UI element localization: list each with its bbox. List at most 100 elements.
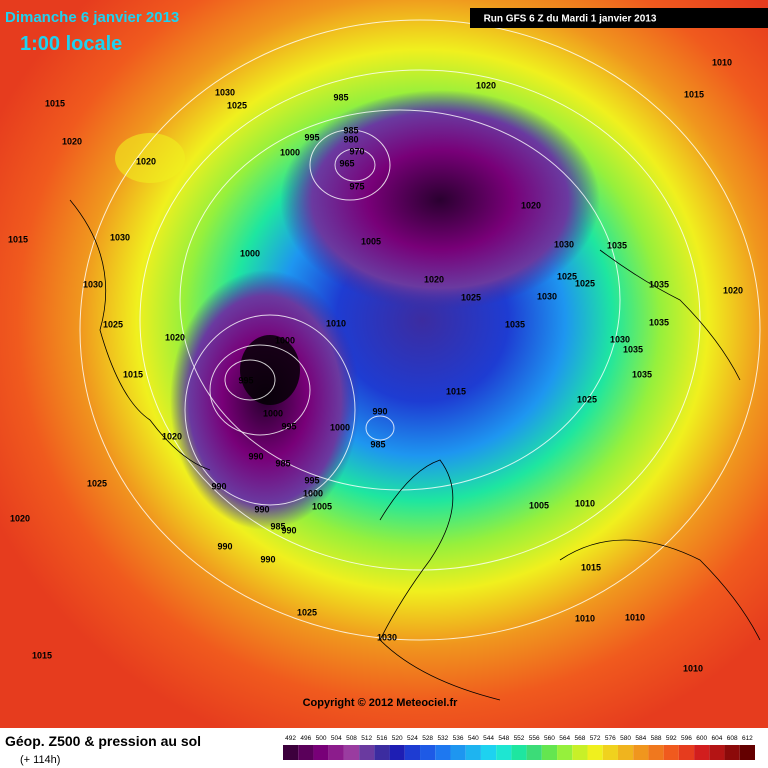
- scale-swatch: [420, 745, 436, 760]
- pressure-label: 970: [349, 146, 364, 156]
- scale-swatch: [465, 745, 481, 760]
- pressure-label: 985: [333, 92, 348, 102]
- pressure-label: 1030: [610, 334, 630, 344]
- pressure-label: 1020: [521, 200, 541, 210]
- low-purple: [280, 90, 600, 310]
- scale-label: 500: [316, 735, 327, 742]
- pressure-label: 1030: [537, 291, 557, 301]
- pressure-label: 980: [343, 134, 358, 144]
- scale-swatch: [511, 745, 527, 760]
- scale-swatch: [557, 745, 573, 760]
- pressure-label: 1000: [275, 335, 295, 345]
- ridge: [115, 133, 185, 183]
- pressure-label: 1015: [32, 650, 52, 660]
- scale-label: 596: [681, 735, 692, 742]
- scale-label: 492: [285, 735, 296, 742]
- pressure-label: 1000: [263, 408, 283, 418]
- pressure-label: 990: [260, 554, 275, 564]
- pressure-label: 1015: [581, 562, 601, 572]
- pressure-label: 995: [304, 475, 319, 485]
- pressure-label: 1020: [476, 80, 496, 90]
- pressure-label: 1020: [136, 156, 156, 166]
- pressure-label: 1025: [103, 319, 123, 329]
- pressure-label: 1035: [649, 279, 669, 289]
- scale-swatch: [298, 745, 314, 760]
- scale-swatch: [435, 745, 451, 760]
- scale-swatch: [343, 745, 360, 760]
- pressure-label: 1025: [461, 292, 481, 302]
- scale-swatch: [480, 745, 497, 760]
- scale-label: 548: [498, 735, 509, 742]
- scale-label: 524: [407, 735, 418, 742]
- copyright: Copyright © 2012 Meteociel.fr: [303, 697, 459, 709]
- pressure-label: 1035: [632, 369, 652, 379]
- coastlines: [69, 199, 761, 701]
- pressure-label: 1015: [446, 386, 466, 396]
- scale-swatch: [404, 745, 421, 760]
- pressure-label: 1000: [330, 422, 350, 432]
- footer-title: Géop. Z500 & pression au sol: [5, 733, 201, 749]
- scale-swatch: [313, 745, 329, 760]
- scale-label: 552: [514, 735, 525, 742]
- pressure-label: 1030: [83, 279, 103, 289]
- pressure-label: 995: [238, 375, 253, 385]
- scale-swatch: [739, 745, 755, 760]
- isobars: [79, 19, 761, 641]
- scale-label: 584: [635, 735, 646, 742]
- pressure-label: 995: [281, 421, 296, 431]
- scale-swatch: [678, 745, 695, 760]
- run: Run GFS 6 Z du Mardi 1 janvier 2013: [484, 14, 657, 25]
- pressure-label: 985: [275, 458, 290, 468]
- scale-label: 528: [422, 735, 433, 742]
- scale-swatch: [496, 745, 512, 760]
- scale-label: 564: [559, 735, 570, 742]
- scale-label: 592: [666, 735, 677, 742]
- pressure-label: 995: [304, 132, 319, 142]
- pressure-label: 1025: [575, 278, 595, 288]
- pressure-label: 1010: [683, 663, 703, 673]
- pressure-label: 1025: [297, 607, 317, 617]
- scale-swatch: [602, 745, 618, 760]
- pressure-label: 1010: [625, 612, 645, 622]
- pressure-label: 1015: [684, 89, 704, 99]
- scale-label: 536: [453, 735, 464, 742]
- pressure-label: 1025: [577, 394, 597, 404]
- pressure-label: 985: [270, 521, 285, 531]
- pressure-label: 985: [343, 125, 358, 135]
- lead-time: (+ 114h): [20, 754, 60, 766]
- pressure-label: 990: [281, 525, 296, 535]
- scale-swatch: [328, 745, 344, 760]
- pressure-label: 975: [349, 181, 364, 191]
- pressure-label: 1020: [424, 274, 444, 284]
- pressure-label: 1035: [649, 317, 669, 327]
- scale-label: 520: [392, 735, 403, 742]
- pressure-label: 1035: [505, 319, 525, 329]
- date: Dimanche 6 janvier 2013: [5, 9, 179, 26]
- scale-swatch: [450, 745, 466, 760]
- pressure-label: 1000: [303, 488, 323, 498]
- scale-label: 556: [529, 735, 540, 742]
- scale-label: 576: [605, 735, 616, 742]
- pressure-label: 1020: [62, 136, 82, 146]
- pressure-label: 990: [254, 504, 269, 514]
- pressure-label: 990: [211, 481, 226, 491]
- scale-label: 544: [483, 735, 494, 742]
- pressure-label: 1010: [575, 498, 595, 508]
- scale-swatch: [648, 745, 664, 760]
- time: 1:00 locale: [20, 33, 122, 55]
- scale-label: 504: [331, 735, 342, 742]
- pressure-label: 1035: [607, 240, 627, 250]
- scale-swatch: [724, 745, 740, 760]
- pressure-label: 1010: [712, 57, 732, 67]
- pressure-label: 985: [370, 439, 385, 449]
- scale-label: 532: [437, 735, 448, 742]
- scale-label: 600: [696, 735, 707, 742]
- pressure-label: 1005: [529, 500, 549, 510]
- pressure-labels: 1015 1030 1025 1020 1020 1015 1030 1030 1025 1020…: [8, 57, 743, 673]
- scale-label: 568: [574, 735, 585, 742]
- scale-swatch: [374, 745, 390, 760]
- pressure-label: 1030: [554, 239, 574, 249]
- pressure-label: 1010: [326, 318, 346, 328]
- pressure-label: 1020: [165, 332, 185, 342]
